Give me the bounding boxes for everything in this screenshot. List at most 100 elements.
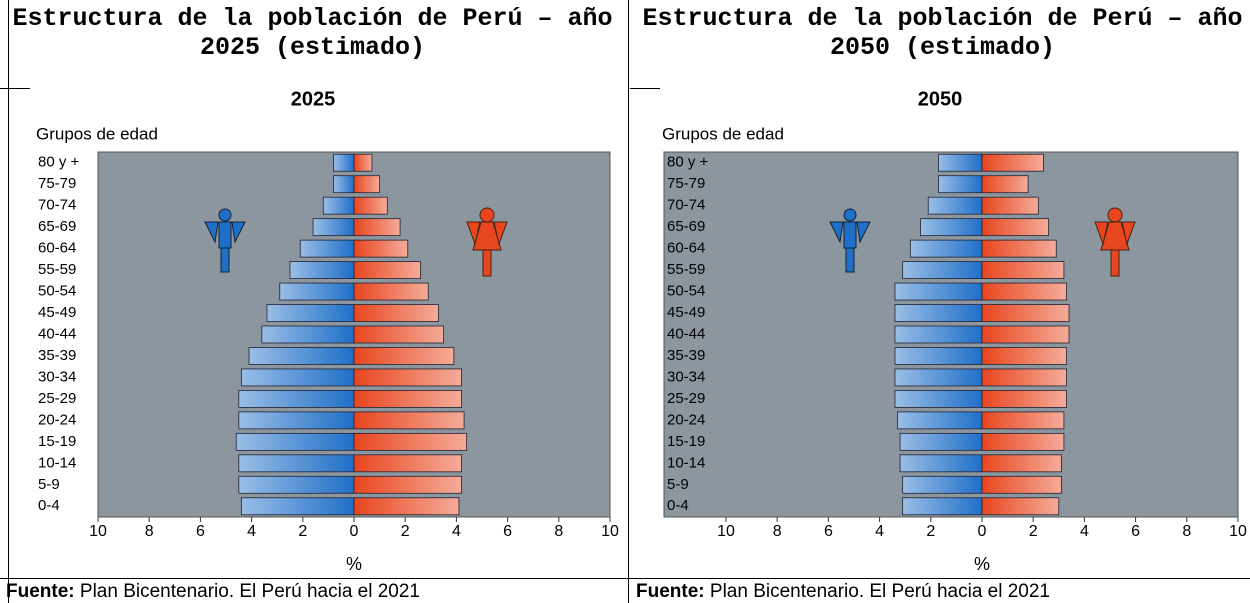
bar — [981, 390, 1067, 408]
x-tick-label: 8 — [773, 523, 782, 540]
x-tick-label: 4 — [247, 523, 256, 540]
icon-legs — [1110, 249, 1120, 277]
bar — [981, 347, 1067, 365]
y-tick-label: 30-34 — [38, 368, 76, 385]
bar — [238, 454, 355, 473]
x-tick-label: 6 — [196, 523, 205, 540]
x-tick-label: 4 — [452, 523, 461, 540]
chart: 2050 Grupos de edad % 10 8 6 4 2 0 2 4 6 8 10 80 y … — [662, 88, 1247, 573]
icon-arm — [829, 221, 844, 244]
bar — [353, 475, 462, 494]
bar — [938, 153, 983, 172]
female-icon — [466, 207, 508, 277]
y-tick-label: 30-34 — [667, 368, 705, 385]
x-tick-label: 10 — [601, 523, 619, 540]
icon-arm — [1121, 221, 1136, 246]
bar — [927, 196, 983, 215]
x-tick-label: 0 — [350, 523, 359, 540]
bar — [353, 497, 460, 516]
icon-head — [218, 208, 232, 222]
bar — [920, 218, 983, 237]
bar — [279, 282, 355, 301]
bar — [240, 368, 355, 387]
bar — [353, 304, 439, 322]
border — [8, 0, 9, 603]
bar — [353, 411, 465, 430]
x-axis-label: % — [346, 554, 362, 574]
bar — [353, 282, 429, 301]
bar — [981, 432, 1065, 451]
bar — [353, 175, 381, 194]
bar — [894, 368, 983, 387]
x-tick-label: 2 — [401, 523, 410, 540]
bar — [981, 475, 1062, 494]
icon-head — [1107, 207, 1123, 223]
bar — [894, 304, 983, 322]
chart-title: Estructura de la población de Perú – año… — [12, 4, 613, 62]
y-tick-label: 60-64 — [667, 240, 705, 257]
bar — [248, 347, 355, 365]
icon-arm — [204, 221, 219, 244]
y-tick-label: 70-74 — [667, 197, 705, 214]
border — [0, 88, 30, 89]
bar — [238, 390, 355, 408]
y-tick-label: 55-59 — [38, 261, 76, 278]
y-tick-label: 35-39 — [667, 347, 705, 364]
bar — [353, 325, 444, 344]
icon-legs — [845, 247, 855, 273]
bar — [981, 239, 1057, 258]
bar — [909, 239, 983, 258]
y-tick-label: 80 y + — [667, 154, 709, 171]
y-tick-label: 55-59 — [667, 261, 705, 278]
bar — [899, 454, 983, 473]
bar — [353, 196, 388, 215]
chart: 2025 Grupos de edad % 10 8 6 4 2 0 2 4 6 8 10 80 y … — [36, 88, 619, 574]
x-tick-label: 0 — [978, 523, 987, 540]
icon-legs — [482, 249, 492, 277]
bar — [981, 411, 1065, 430]
x-tick-label: 6 — [1131, 523, 1140, 540]
x-tick-label: 10 — [717, 523, 735, 540]
border — [628, 0, 629, 603]
x-tick-label: 8 — [1182, 523, 1191, 540]
y-tick-label: 50-54 — [38, 283, 76, 300]
x-tick-label: 8 — [554, 523, 563, 540]
bar — [902, 475, 983, 494]
y-tick-label: 40-44 — [38, 325, 76, 342]
y-tick-label: 5-9 — [38, 476, 60, 493]
y-tick-label: 65-69 — [667, 218, 705, 235]
y-tick-label: 70-74 — [38, 197, 76, 214]
y-tick-label: 65-69 — [38, 218, 76, 235]
y-tick-label: 20-24 — [38, 411, 76, 428]
bar — [353, 454, 462, 473]
bar — [353, 239, 409, 258]
icon-arm — [466, 221, 481, 246]
border — [630, 88, 660, 89]
y-tick-label: 80 y + — [38, 154, 80, 171]
y-tick-label: 25-29 — [38, 390, 76, 407]
bar — [894, 282, 983, 301]
subtitle: 2050 — [918, 88, 963, 110]
x-tick-label: 6 — [824, 523, 833, 540]
subtitle: 2025 — [291, 88, 336, 110]
bar — [353, 218, 401, 237]
bar — [981, 497, 1060, 516]
bar — [289, 261, 355, 279]
y-tick-label: 5-9 — [667, 476, 689, 493]
source: Fuente: Plan Bicentenario. El Perú hacia… — [636, 581, 1050, 603]
bar — [353, 368, 462, 387]
y-axis-label: Grupos de edad — [36, 124, 158, 143]
x-tick-label: 6 — [503, 523, 512, 540]
bar — [981, 282, 1067, 301]
icon-body — [843, 221, 857, 249]
icon-arm — [1094, 221, 1109, 246]
y-tick-label: 25-29 — [667, 390, 705, 407]
bar — [902, 261, 983, 279]
bar — [353, 432, 468, 451]
bar — [902, 497, 983, 516]
bar — [981, 153, 1044, 172]
x-tick-label: 4 — [1080, 523, 1089, 540]
bar — [981, 261, 1065, 279]
bar — [981, 325, 1070, 344]
bar — [333, 153, 355, 172]
